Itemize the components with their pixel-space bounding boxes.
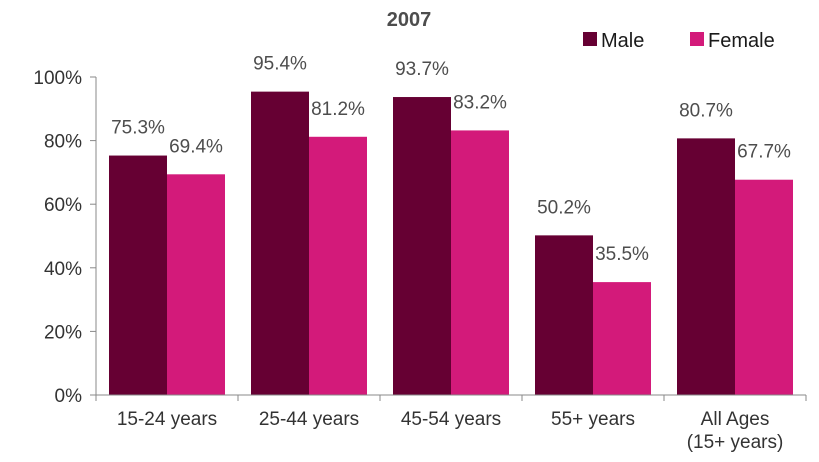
bar-male [251, 91, 309, 396]
bar-male [677, 138, 735, 395]
bar-female [167, 174, 225, 395]
data-labels: 75.3%69.4% 95.4% 81.2% 93.7%83.2% 50.2% 35.5%… [111, 54, 791, 265]
data-label-female: 35.5% [595, 244, 649, 265]
x-category-label: (15+ years) [687, 432, 784, 453]
data-label-male: 50.2% [537, 197, 591, 218]
legend-swatch-male [583, 32, 597, 46]
bar-female [451, 130, 509, 395]
legend: Male Female [583, 30, 775, 52]
data-label-male: 80.7% [679, 100, 733, 121]
y-tick-label: 40% [44, 259, 82, 280]
x-category-label: All Ages [701, 409, 770, 430]
data-label-male: 75.3% [111, 118, 165, 139]
bar-male [109, 155, 167, 395]
legend-swatch-female [690, 32, 704, 46]
data-label-male: 93.7% [395, 59, 449, 80]
x-category-label: 55+ years [551, 409, 635, 430]
y-axis: 0% 20% 40% 60% 80% 100% [33, 68, 97, 407]
bar-male [393, 97, 451, 395]
bar-female [309, 136, 367, 395]
bar-female [735, 179, 793, 395]
data-label-female: 81.2% [311, 99, 365, 120]
x-category-label: 25-44 years [259, 409, 359, 430]
legend-label-female: Female [708, 30, 775, 52]
x-axis: 15-24 years 25-44 years 45-54 years 55+ yea… [95, 394, 807, 453]
y-tick-label: 20% [44, 322, 82, 343]
legend-label-male: Male [601, 30, 644, 52]
y-tick-label: 80% [44, 132, 82, 153]
y-tick-label: 0% [55, 386, 83, 407]
chart-title: 2007 [387, 9, 432, 31]
y-tick-label: 100% [33, 68, 82, 89]
data-label-male: 95.4% [253, 54, 307, 75]
x-category-label: 45-54 years [401, 409, 501, 430]
y-tick-label: 60% [44, 195, 82, 216]
data-label-female: 83.2% [453, 92, 507, 113]
data-label-female: 67.7% [737, 142, 791, 163]
bar-male [535, 235, 593, 395]
x-category-label: 15-24 years [117, 409, 217, 430]
bars [109, 91, 793, 396]
data-label-female: 69.4% [169, 136, 223, 157]
bar-female [593, 282, 651, 395]
